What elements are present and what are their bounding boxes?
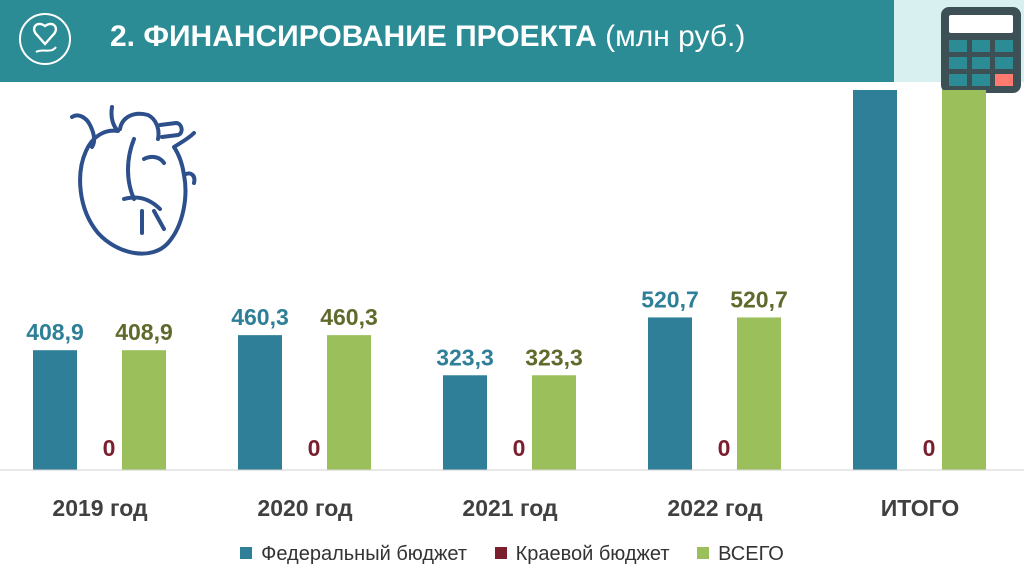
legend-label-federal: Федеральный бюджет [261, 543, 468, 565]
bar-chart: 408,9 0 408,9 2019 год 460,3 0 460,3 2020 год 32… [0, 90, 1024, 521]
legend-item-federal: Федеральный бюджет [240, 543, 467, 566]
data-label: 460,3 [320, 304, 378, 330]
x-tick-label: 2020 год [257, 495, 353, 521]
legend-swatch-federal [240, 547, 253, 559]
bar-federal [33, 350, 77, 470]
bar-federal [853, 90, 897, 471]
bar-federal [238, 335, 282, 470]
chart-legend: Федеральный бюджет Краевой бюджет ВСЕГО [0, 543, 1024, 566]
bar-total [327, 335, 371, 470]
title-main: 2. ФИНАНСИРОВАНИЕ ПРОЕКТА [110, 20, 597, 53]
data-label: 520,7 [641, 286, 699, 312]
bar-total [122, 350, 166, 470]
x-tick-label: 2022 год [667, 495, 763, 521]
data-label: 408,9 [115, 319, 173, 345]
page-title: 2. ФИНАНСИРОВАНИЕ ПРОЕКТА (млн руб.) [110, 20, 745, 54]
data-label: 0 [513, 435, 526, 461]
legend-swatch-regional [494, 547, 507, 559]
bar-federal [443, 375, 487, 470]
data-label: 323,3 [525, 344, 583, 370]
data-label: 0 [718, 435, 731, 461]
heart-icon [70, 105, 197, 256]
x-tick-label: 2021 год [462, 495, 558, 521]
data-label: 323,3 [436, 344, 494, 370]
x-tick-label: ИТОГО [881, 495, 960, 521]
data-label: 520,7 [730, 286, 788, 312]
data-label: 0 [308, 435, 321, 461]
x-tick-label: 2019 год [52, 495, 148, 521]
legend-label-regional: Краевой бюджет [515, 543, 670, 565]
legend-item-total: ВСЕГО [697, 543, 784, 566]
data-label: 408,9 [26, 319, 84, 345]
data-label: 0 [103, 435, 116, 461]
bar-total [737, 317, 781, 470]
bar-total [532, 375, 576, 470]
legend-item-regional: Краевой бюджет [494, 543, 670, 566]
legend-swatch-total [697, 547, 710, 559]
bar-federal [648, 317, 692, 470]
title-unit: (млн руб.) [605, 20, 746, 53]
data-label: 460,3 [231, 304, 289, 330]
calculator-icon [941, 7, 1021, 93]
data-label: 0 [923, 435, 936, 461]
bar-total [942, 90, 986, 471]
legend-label-total: ВСЕГО [718, 543, 784, 565]
header-bar [0, 0, 1024, 82]
logo-icon [19, 13, 71, 65]
